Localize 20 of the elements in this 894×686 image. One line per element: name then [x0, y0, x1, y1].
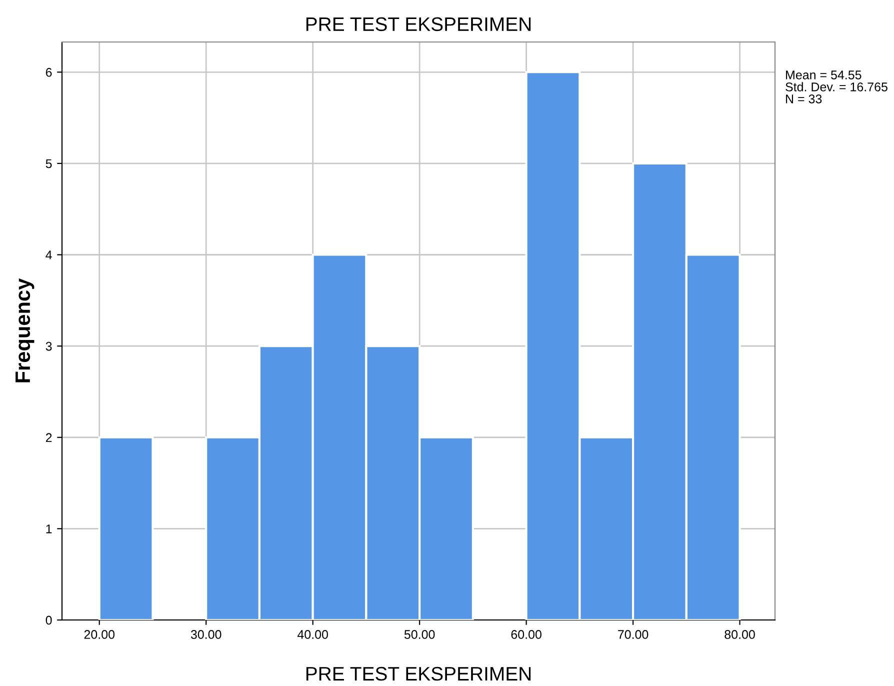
- y-tick-label: 0: [46, 616, 52, 625]
- y-tick-label: 1: [46, 524, 52, 534]
- x-tick-label: 40.00: [297, 630, 328, 639]
- x-tick-label: 30.00: [190, 630, 222, 639]
- x-tick-label: 50.00: [404, 630, 435, 639]
- x-tick-label: 20.00: [84, 630, 115, 639]
- y-axis-title: Frequency: [16, 278, 34, 382]
- y-tick-label: 2: [46, 433, 52, 442]
- text: N = 33: [786, 94, 822, 104]
- x-tick-label: 60.00: [511, 630, 542, 639]
- x-axis-title: PRE TEST EKSPERIMEN: [306, 666, 531, 681]
- chart-title: PRE TEST EKSPERIMEN: [306, 17, 531, 32]
- y-tick-label: 5: [46, 159, 52, 168]
- y-tick-label: 3: [46, 342, 52, 351]
- y-tick-label: 4: [46, 250, 52, 260]
- text: Std. Dev. = 16.765: [786, 82, 888, 92]
- text: Mean = 54.55: [786, 70, 862, 80]
- y-tick-label: 6: [46, 68, 52, 77]
- x-tick-label: 70.00: [618, 630, 648, 639]
- x-tick-label: 80.00: [724, 630, 755, 639]
